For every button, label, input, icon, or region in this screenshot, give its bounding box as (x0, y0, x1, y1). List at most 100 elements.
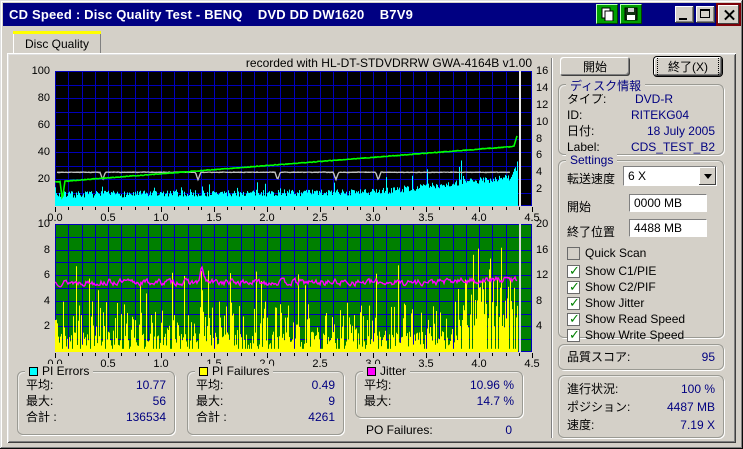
x-tick-label: 2.5 (312, 212, 327, 224)
x-tick (439, 353, 440, 356)
stat-row: 平均:10.77 (18, 377, 174, 393)
x-tick (519, 353, 520, 356)
x-tick (453, 353, 454, 356)
recorded-with-label: recorded with HL-DT-STDVDRRW GWA-4164B v… (55, 56, 532, 70)
x-tick (148, 353, 149, 356)
tab-disc-quality[interactable]: Disc Quality (13, 31, 101, 54)
x-tick (241, 353, 242, 356)
jitter-panel: Jitter 平均:10.96 % 最大:14.7 % (355, 371, 523, 418)
checkbox-icon (567, 329, 580, 342)
x-tick-label: 3.0 (365, 212, 380, 224)
save-icon (624, 7, 638, 21)
x-tick (307, 207, 308, 210)
checkbox-show-read-speed[interactable]: Show Read Speed (567, 312, 685, 326)
jitter-panel-title: Jitter (363, 364, 410, 378)
checkbox-icon (567, 265, 580, 278)
quality-score-group: 品質スコア:95 (558, 344, 724, 370)
x-tick-label: 4.0 (471, 212, 486, 224)
progress-row: 進行状況:100 % (559, 380, 723, 398)
x-tick-label: 1.0 (153, 358, 168, 370)
close-button[interactable] (718, 5, 739, 24)
checkbox-show-write-speed[interactable]: Show Write Speed (567, 328, 684, 342)
x-tick (68, 207, 69, 210)
axis-tick-label: 16 (536, 244, 548, 256)
x-tick (201, 207, 202, 210)
axis-tick-label: 20 (38, 173, 50, 185)
exit-button[interactable]: 終了(X) (654, 57, 722, 76)
axis-tick-label: 100 (32, 65, 50, 77)
pi-failures-panel: PI Failures 平均:0.49 最大:9 合計 :4261 (187, 371, 344, 435)
x-tick-label: 0.5 (100, 212, 115, 224)
x-tick (386, 353, 387, 356)
x-tick-label: 2.5 (312, 358, 327, 370)
speed-select[interactable]: 6 X (623, 166, 717, 186)
x-tick-label: 4.5 (524, 358, 539, 370)
jitter-right-axis: 20161284 (534, 224, 552, 352)
position-row: ポジション:4487 MB (559, 398, 723, 416)
x-tick (519, 207, 520, 210)
x-tick (95, 207, 96, 210)
start-button[interactable]: 開始 (560, 57, 630, 76)
x-tick-label: 0.5 (100, 358, 115, 370)
x-tick (174, 353, 175, 356)
checkbox-show-c2-pif[interactable]: Show C2/PIF (567, 280, 656, 294)
x-tick (506, 353, 507, 356)
pi-errors-panel-title: PI Errors (25, 364, 93, 378)
axis-tick-label: 8 (536, 295, 542, 307)
x-tick (413, 353, 414, 356)
x-tick (82, 207, 83, 210)
x-tick (294, 353, 295, 356)
axis-tick-label: 4 (44, 295, 50, 307)
pi-error-left-axis: 10080604020 (18, 71, 52, 206)
x-tick (360, 207, 361, 210)
x-tick (347, 353, 348, 356)
bottom-x-axis: 0.00.51.01.52.02.53.03.54.04.5 (55, 353, 532, 371)
save-icon-button[interactable] (620, 4, 642, 24)
axis-tick-label: 80 (38, 92, 50, 104)
x-tick (466, 353, 467, 356)
checkbox-icon (567, 281, 580, 294)
checkbox-show-jitter[interactable]: Show Jitter (567, 296, 644, 310)
stat-row: 最大:9 (188, 393, 343, 409)
axis-tick-label: 40 (38, 146, 50, 158)
checkbox-quick-scan[interactable]: Quick Scan (567, 246, 646, 260)
copy-icon-button[interactable] (596, 4, 618, 24)
stat-row: 合計 :136534 (18, 409, 174, 425)
axis-tick-label: 12 (536, 269, 548, 281)
pi-error-chart (55, 71, 532, 206)
chevron-down-icon (704, 174, 712, 179)
axis-tick-label: 6 (44, 269, 50, 281)
end-pos-label: 終了位置 (567, 223, 615, 240)
axis-tick-label: 20 (536, 218, 548, 230)
pi-failure-chart (55, 224, 532, 352)
speed-dropdown-button[interactable] (699, 167, 716, 185)
pi-failures-panel-title: PI Failures (195, 364, 273, 378)
speed-label: 転送速度 (567, 170, 615, 187)
x-tick-label: 3.5 (418, 212, 433, 224)
axis-tick-label: 6 (536, 149, 542, 161)
minimize-button[interactable] (675, 6, 694, 23)
maximize-icon (700, 9, 710, 18)
axis-tick-label: 2 (44, 320, 50, 332)
tab-label: Disc Quality (25, 37, 89, 51)
axis-tick-label: 10 (38, 218, 50, 230)
checkbox-show-c1-pie[interactable]: Show C1/PIE (567, 264, 656, 278)
checkbox-icon (567, 247, 580, 260)
checkbox-icon (567, 313, 580, 326)
x-tick (280, 207, 281, 210)
x-tick (307, 353, 308, 356)
axis-tick-label: 8 (536, 133, 542, 145)
start-position-field[interactable]: 0000 MB (629, 194, 707, 212)
stat-row: 最大:56 (18, 393, 174, 409)
maximize-button[interactable] (696, 6, 715, 23)
x-tick-label: 3.5 (418, 358, 433, 370)
x-tick (453, 207, 454, 210)
jitter-legend-swatch (367, 367, 376, 376)
x-tick (121, 207, 122, 210)
axis-tick-label: 12 (536, 99, 548, 111)
disc-id-row: ID:RITEKG04 (559, 107, 723, 123)
x-tick (121, 353, 122, 356)
x-tick (333, 353, 334, 356)
x-tick (386, 207, 387, 210)
end-position-field[interactable]: 4488 MB (629, 219, 707, 237)
